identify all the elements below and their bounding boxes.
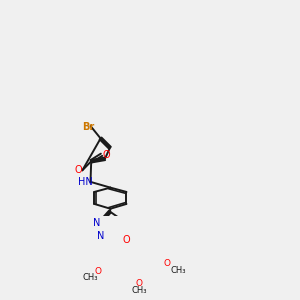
Text: O: O: [164, 260, 171, 268]
Text: Br: Br: [82, 122, 94, 132]
Text: CH₃: CH₃: [131, 286, 147, 295]
Text: O: O: [102, 150, 110, 160]
Text: CH₃: CH₃: [171, 266, 186, 275]
Text: O: O: [136, 279, 143, 288]
Text: N: N: [97, 231, 104, 241]
Text: O: O: [123, 235, 130, 245]
Text: CH₃: CH₃: [83, 273, 98, 282]
Text: O: O: [95, 267, 102, 276]
Text: HN: HN: [78, 177, 93, 187]
Text: N: N: [93, 218, 100, 228]
Text: O: O: [75, 165, 82, 175]
